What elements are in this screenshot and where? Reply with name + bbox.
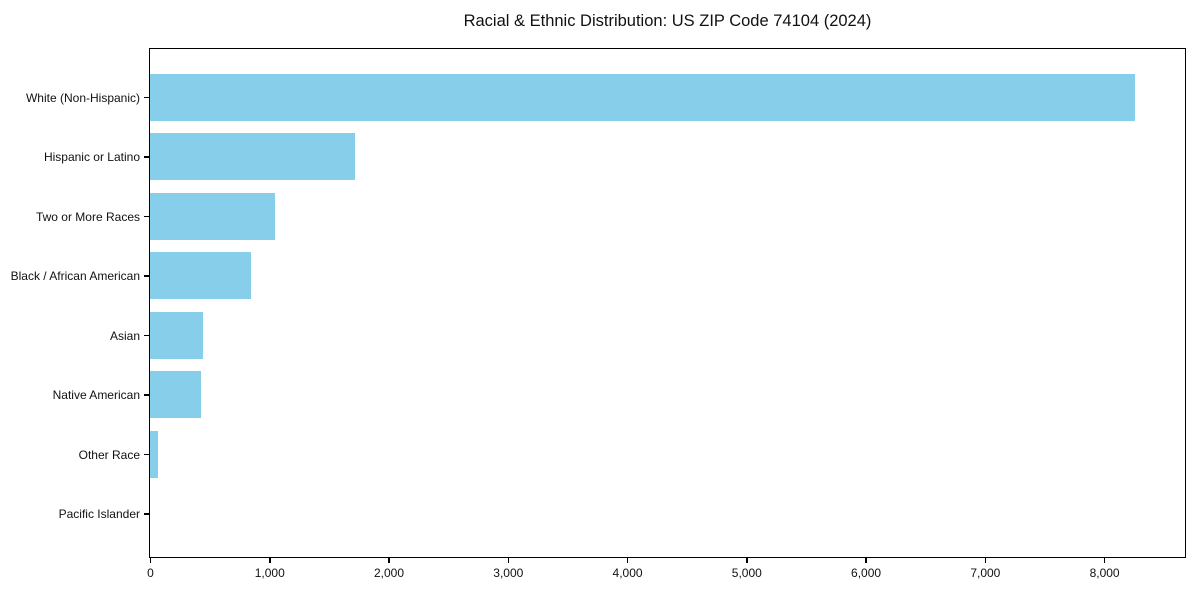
x-tick-label-1-000: 1,000 xyxy=(254,566,285,580)
y-tick-label-hispanic-or-latino: Hispanic or Latino xyxy=(43,150,140,164)
y-tick-label-native-american: Native American xyxy=(52,388,140,402)
y-tick-mark xyxy=(144,334,149,337)
x-tick-mark xyxy=(865,558,867,563)
x-tick-mark xyxy=(149,558,152,563)
x-tick-label-3-000: 3,000 xyxy=(493,566,524,580)
y-tick-label-white-non-hispanic: White (Non-Hispanic) xyxy=(25,90,140,105)
bar-two-or-more-races xyxy=(150,192,276,240)
plot-area xyxy=(149,48,1186,558)
x-tick-label-8-000: 8,000 xyxy=(1089,566,1120,580)
y-tick-label-pacific-islander: Pacific Islander xyxy=(58,507,140,521)
bar-black-african-american xyxy=(150,252,252,299)
x-tick-mark xyxy=(388,558,390,563)
y-tick-mark xyxy=(144,215,149,218)
x-tick-mark xyxy=(269,558,271,563)
y-tick-label-black-african-american: Black / African American xyxy=(10,269,140,283)
chart-title: Racial & Ethnic Distribution: US ZIP Cod… xyxy=(463,12,872,30)
y-tick-mark xyxy=(144,96,149,99)
bar-native-american xyxy=(150,371,201,418)
bar-other-race xyxy=(150,430,158,478)
x-tick-label-7-000: 7,000 xyxy=(970,566,1001,580)
x-tick-label-4-000: 4,000 xyxy=(612,566,643,580)
bar-hispanic-or-latino xyxy=(150,133,355,180)
y-tick-mark xyxy=(144,453,149,456)
x-tick-mark xyxy=(1103,558,1106,563)
y-tick-mark xyxy=(144,394,149,396)
y-tick-label-two-or-more-races: Two or More Races xyxy=(35,209,140,224)
x-tick-mark xyxy=(984,558,987,563)
x-tick-label-0: 0 xyxy=(147,566,154,580)
y-tick-mark xyxy=(144,513,149,515)
y-tick-label-other-race: Other Race xyxy=(78,447,140,462)
bar-white-non-hispanic xyxy=(150,73,1136,121)
x-tick-label-6-000: 6,000 xyxy=(851,566,882,580)
x-tick-mark xyxy=(626,558,629,563)
y-tick-mark xyxy=(144,275,149,277)
x-tick-mark xyxy=(507,558,510,563)
y-tick-label-asian: Asian xyxy=(109,328,140,343)
x-tick-mark xyxy=(746,558,748,563)
x-tick-label-5-000: 5,000 xyxy=(731,566,762,580)
bar-asian xyxy=(150,311,203,359)
y-tick-mark xyxy=(144,156,149,158)
x-tick-label-2-000: 2,000 xyxy=(374,566,405,580)
